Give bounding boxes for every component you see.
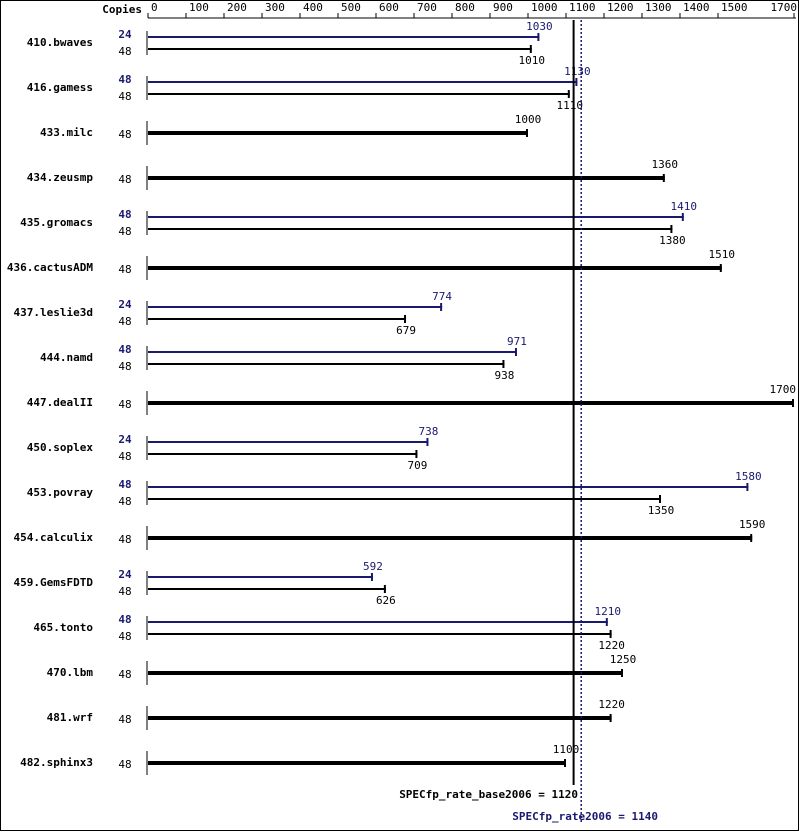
copies: 24 bbox=[118, 433, 132, 446]
copies: 48 bbox=[118, 613, 131, 626]
copies: 48 bbox=[118, 225, 131, 238]
value-label: 774 bbox=[432, 290, 452, 303]
benchmark-name: 459.GemsFDTD bbox=[14, 576, 94, 589]
value-label: 1410 bbox=[671, 200, 698, 213]
x-tick-label: 200 bbox=[227, 1, 247, 14]
value-label: 1010 bbox=[519, 54, 546, 67]
copies: 48 bbox=[118, 208, 131, 221]
value-label: 1250 bbox=[610, 653, 637, 666]
copies: 48 bbox=[118, 398, 131, 411]
copies: 48 bbox=[118, 173, 131, 186]
benchmark-name: 444.namd bbox=[40, 351, 93, 364]
benchmark-name: 437.leslie3d bbox=[14, 306, 93, 319]
copies: 48 bbox=[118, 478, 131, 491]
copies: 48 bbox=[118, 630, 131, 643]
copies: 24 bbox=[118, 568, 132, 581]
value-label: 1590 bbox=[739, 518, 766, 531]
copies: 48 bbox=[118, 128, 131, 141]
copies-header: Copies bbox=[102, 3, 142, 16]
value-label: 679 bbox=[396, 324, 416, 337]
copies: 48 bbox=[118, 90, 131, 103]
copies: 48 bbox=[118, 713, 131, 726]
value-label: 1580 bbox=[735, 470, 762, 483]
benchmark-name: 481.wrf bbox=[47, 711, 93, 724]
benchmark-name: 450.soplex bbox=[27, 441, 94, 454]
benchmark-name: 434.zeusmp bbox=[27, 171, 94, 184]
x-tick-label: 700 bbox=[417, 1, 437, 14]
copies: 48 bbox=[118, 360, 131, 373]
reference-label: SPECfp_rate_base2006 = 1120 bbox=[399, 788, 578, 801]
value-label: 1210 bbox=[595, 605, 622, 618]
benchmark-name: 436.cactusADM bbox=[7, 261, 93, 274]
copies: 48 bbox=[118, 533, 131, 546]
benchmark-name: 435.gromacs bbox=[20, 216, 93, 229]
x-tick-label: 100 bbox=[189, 1, 209, 14]
benchmark-name: 453.povray bbox=[27, 486, 94, 499]
x-tick-label: 1100 bbox=[569, 1, 596, 14]
value-label: 1000 bbox=[515, 113, 542, 126]
benchmark-name: 433.milc bbox=[40, 126, 93, 139]
benchmark-name: 465.tonto bbox=[33, 621, 93, 634]
x-tick-label: 1200 bbox=[607, 1, 634, 14]
copies: 48 bbox=[118, 668, 131, 681]
copies: 48 bbox=[118, 343, 131, 356]
benchmark-name: 482.sphinx3 bbox=[20, 756, 93, 769]
value-label: 1100 bbox=[553, 743, 580, 756]
benchmark-name: 410.bwaves bbox=[27, 36, 93, 49]
x-tick-label: 800 bbox=[455, 1, 475, 14]
copies: 48 bbox=[118, 263, 131, 276]
copies: 48 bbox=[118, 315, 131, 328]
value-label: 971 bbox=[507, 335, 527, 348]
copies: 48 bbox=[118, 450, 131, 463]
x-tick-label: 300 bbox=[265, 1, 285, 14]
copies: 48 bbox=[118, 73, 131, 86]
benchmark-name: 470.lbm bbox=[47, 666, 94, 679]
x-tick-label: 500 bbox=[341, 1, 361, 14]
copies: 48 bbox=[118, 45, 131, 58]
copies: 48 bbox=[118, 585, 131, 598]
x-tick-label: 0 bbox=[151, 1, 158, 14]
x-tick-label: 400 bbox=[303, 1, 323, 14]
copies: 24 bbox=[118, 28, 132, 41]
benchmark-name: 454.calculix bbox=[14, 531, 94, 544]
value-label: 709 bbox=[407, 459, 427, 472]
value-label: 1220 bbox=[598, 639, 625, 652]
value-label: 1110 bbox=[557, 99, 584, 112]
x-tick-label: 900 bbox=[493, 1, 513, 14]
x-tick-label: 1400 bbox=[683, 1, 710, 14]
value-label: 1380 bbox=[659, 234, 686, 247]
copies: 48 bbox=[118, 758, 131, 771]
value-label: 1360 bbox=[652, 158, 679, 171]
value-label: 938 bbox=[495, 369, 515, 382]
value-label: 1130 bbox=[564, 65, 591, 78]
x-tick-label: 1000 bbox=[531, 1, 558, 14]
value-label: 738 bbox=[419, 425, 439, 438]
value-label: 1350 bbox=[648, 504, 675, 517]
x-tick-label: 1500 bbox=[721, 1, 748, 14]
value-label: 592 bbox=[363, 560, 383, 573]
copies: 24 bbox=[118, 298, 132, 311]
value-label: 626 bbox=[376, 594, 396, 607]
reference-label: SPECfp_rate2006 = 1140 bbox=[512, 810, 658, 823]
benchmark-name: 416.gamess bbox=[27, 81, 93, 94]
copies: 48 bbox=[118, 495, 131, 508]
x-tick-label: 1700 bbox=[771, 1, 798, 14]
x-tick-label: 600 bbox=[379, 1, 399, 14]
value-label: 1700 bbox=[770, 383, 797, 396]
value-label: 1030 bbox=[526, 20, 553, 33]
x-tick-label: 1300 bbox=[645, 1, 672, 14]
value-label: 1220 bbox=[598, 698, 625, 711]
benchmark-name: 447.dealII bbox=[27, 396, 93, 409]
value-label: 1510 bbox=[709, 248, 736, 261]
